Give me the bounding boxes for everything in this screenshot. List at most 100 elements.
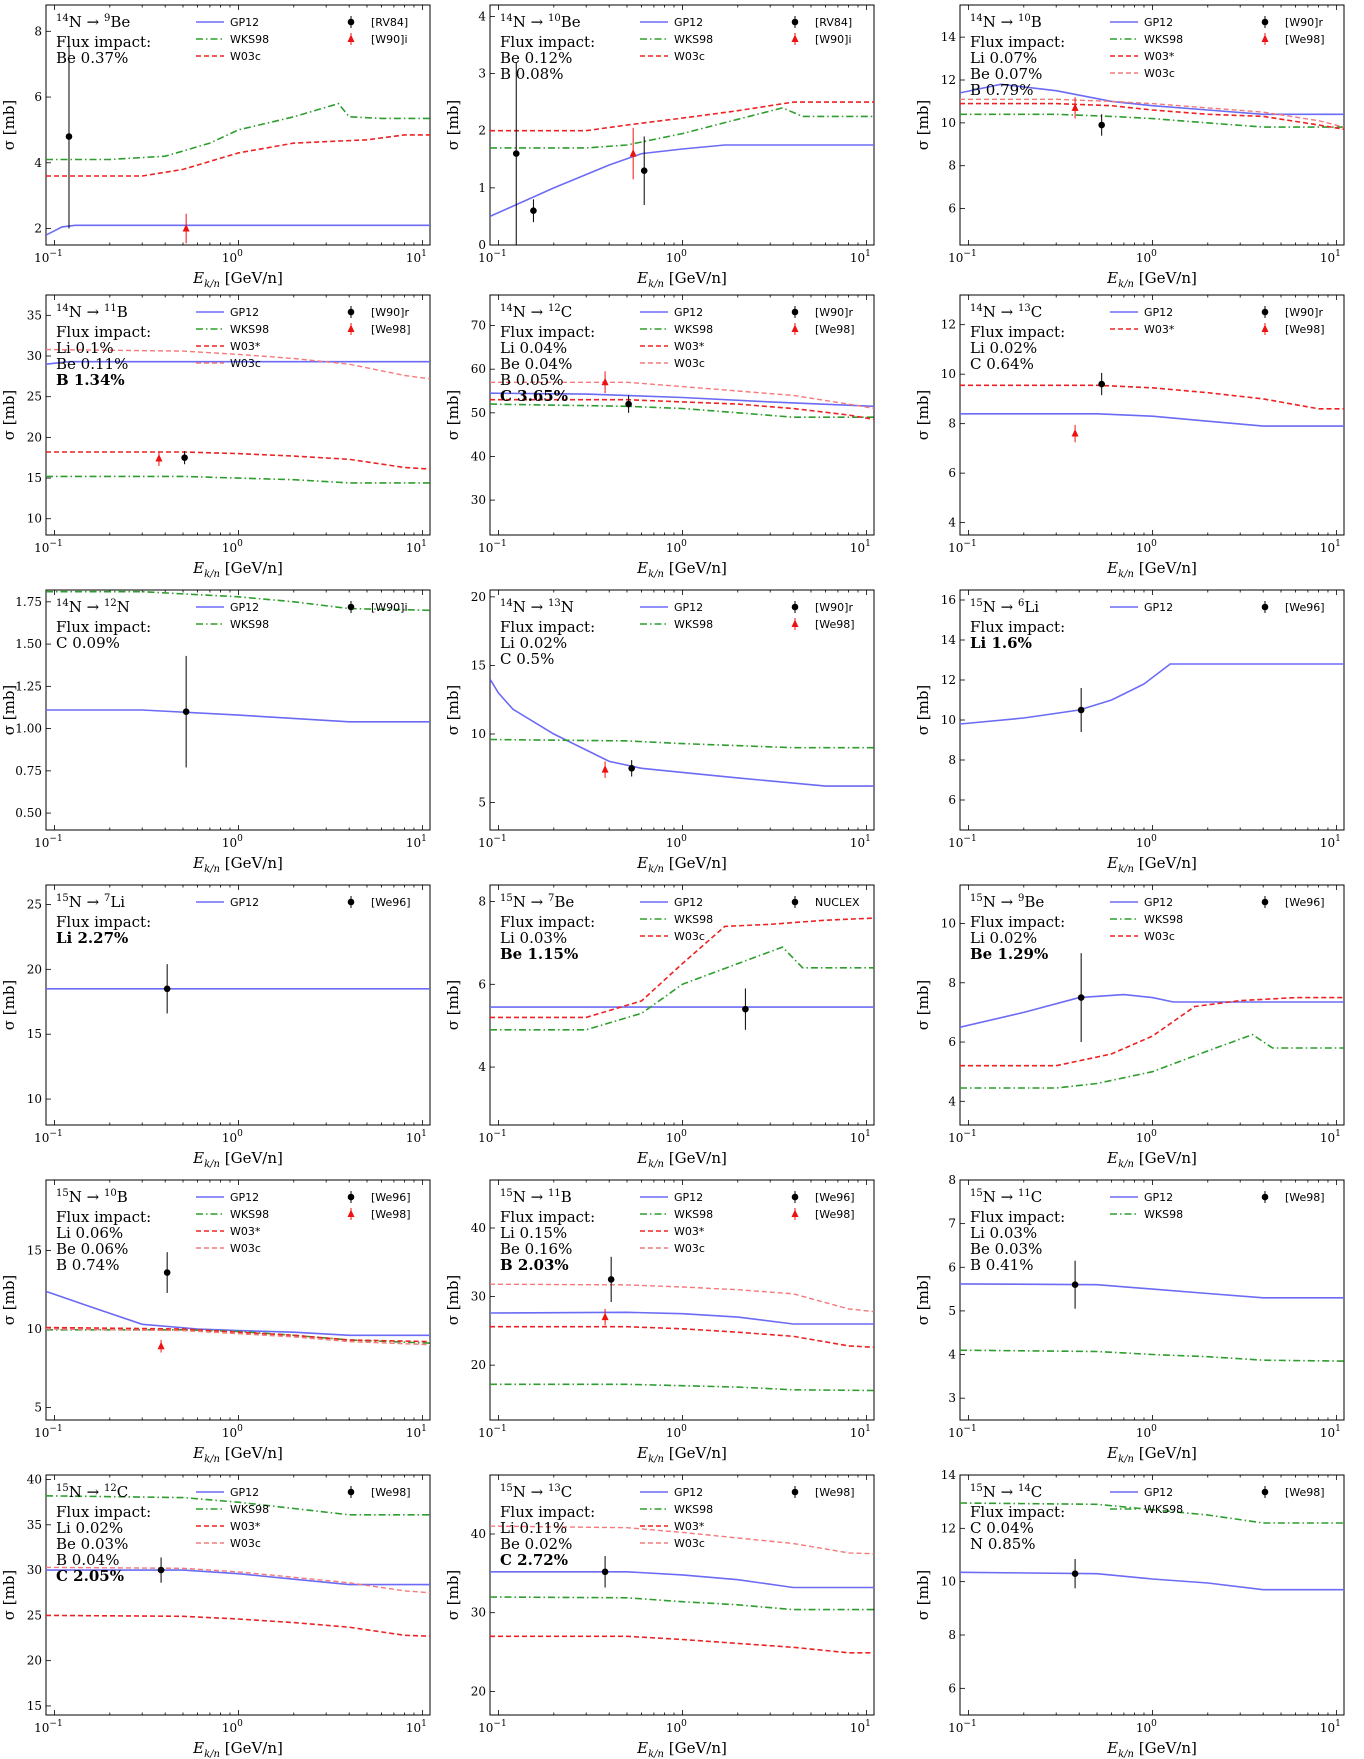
flux-impact-text: Li 0.07% (970, 49, 1037, 67)
legend-entry: W03* (674, 1520, 705, 1533)
x-tick-label: 101 (850, 249, 871, 265)
legend-entry: GP12 (674, 601, 703, 614)
legend-entry: [RV84] (371, 16, 408, 29)
x-tick-label: 10−1 (948, 834, 977, 850)
series-line-wks98 (490, 946, 874, 1031)
x-tick-label: 10−1 (34, 539, 63, 555)
y-tick-label: 8 (34, 24, 42, 38)
y-axis-label: σ [mb] (914, 980, 932, 1031)
y-tick-label: 6 (948, 466, 956, 480)
x-tick-label: 100 (1136, 1129, 1157, 1145)
legend-entry: GP12 (674, 1486, 703, 1499)
legend-entry: WKS98 (674, 1503, 713, 1516)
flux-impact-text: Li 0.02% (970, 929, 1037, 947)
y-tick-label: 6 (948, 1035, 956, 1049)
y-tick-label: 12 (941, 1521, 956, 1535)
x-tick-label: 101 (1320, 1719, 1341, 1735)
legend-marker (791, 1209, 799, 1217)
series-line-gp12 (490, 144, 874, 218)
series-line-gp12 (960, 663, 1344, 725)
plot-frame (489, 1474, 875, 1716)
data-point-circle (1071, 1281, 1079, 1289)
flux-impact-text: C 0.09% (56, 634, 120, 652)
x-tick-label: 101 (850, 1424, 871, 1440)
legend-marker (1261, 18, 1269, 26)
x-tick-label: 10−1 (34, 834, 63, 850)
x-axis-label: Ek/n [GeV/n] (192, 854, 283, 875)
data-point-circle (65, 133, 73, 140)
flux-impact-text: Li 0.04% (500, 339, 567, 357)
y-tick-label: 4 (948, 1348, 956, 1362)
y-tick-label: 15 (27, 1244, 42, 1258)
x-tick-label: 100 (666, 1129, 687, 1145)
flux-impact-text: C 0.5% (500, 650, 554, 668)
series-line-gp12 (490, 1311, 874, 1325)
flux-impact-text: Be 1.15% (500, 945, 578, 963)
flux-impact-text: Flux impact: (970, 323, 1065, 341)
y-tick-label: 1.50 (15, 637, 42, 651)
legend-entry: [W90]i (371, 33, 408, 46)
legend-entry: GP12 (230, 1191, 259, 1204)
legend-entry: [W90]r (815, 306, 853, 319)
legend-marker (1261, 324, 1269, 332)
series-line-wks98 (960, 1502, 1344, 1524)
flux-impact-text: Be 0.11% (56, 355, 128, 373)
y-axis-label: σ [mb] (0, 390, 18, 441)
flux-impact-text: Be 0.12% (500, 49, 572, 67)
x-tick-label: 10−1 (478, 249, 507, 265)
legend-entry: GP12 (1144, 601, 1173, 614)
flux-impact-text: Flux impact: (56, 323, 151, 341)
plot-frame (959, 884, 1345, 1126)
legend-entry: [W90]r (1285, 306, 1323, 319)
legend-entry: W03c (674, 930, 705, 943)
legend-marker (791, 308, 799, 316)
panel-title: 14N → 13N (500, 598, 574, 616)
x-tick-label: 10−1 (478, 539, 507, 555)
flux-impact-text: B 2.03% (500, 1256, 569, 1274)
panel-9: 10−1 100 101 6 8 10 12 14 16 Ek/n [GeV/n] σ [mb] 15… (914, 589, 1345, 875)
legend-marker (1261, 1488, 1269, 1496)
flux-impact-text: B 0.05% (500, 371, 563, 389)
flux-impact-text: B 0.79% (970, 81, 1033, 99)
data-point-circle (1077, 706, 1085, 714)
flux-impact-text: Flux impact: (56, 33, 151, 51)
legend-marker (347, 603, 355, 611)
flux-impact-text: Flux impact: (500, 1503, 595, 1521)
series-line-w03-star (490, 398, 874, 421)
y-tick-label: 10 (941, 367, 956, 381)
y-tick-label: 1.25 (15, 679, 42, 693)
panel-title: 15N → 6Li (970, 598, 1039, 616)
flux-impact-text: Li 0.02% (500, 634, 567, 652)
legend-entry: [W90]i (371, 601, 408, 614)
flux-impact-text: B 0.41% (970, 1256, 1033, 1274)
series-line-gp12 (960, 412, 1344, 427)
legend-entry: GP12 (674, 896, 703, 909)
series-line-wks98 (490, 107, 874, 149)
y-tick-label: 0.50 (15, 806, 42, 820)
legend-entry: W03c (1144, 930, 1175, 943)
series-line-gp12 (960, 993, 1344, 1028)
y-axis-label: σ [mb] (914, 1275, 932, 1326)
legend-marker (791, 34, 799, 42)
flux-impact-text: Li 1.6% (970, 634, 1032, 652)
x-tick-label: 10−1 (34, 1424, 63, 1440)
legend-entry: GP12 (230, 1486, 259, 1499)
y-tick-label: 6 (34, 90, 42, 104)
series-line-wks98 (960, 1349, 1344, 1362)
panel-title: 15N → 12C (56, 1483, 128, 1501)
flux-impact-text: B 0.08% (500, 65, 563, 83)
flux-impact-text: Flux impact: (500, 1208, 595, 1226)
panel-6: 10−1 100 101 4 6 8 10 12 Ek/n [GeV/n] σ [mb] 14N →… (914, 294, 1345, 580)
y-tick-label: 10 (941, 1575, 956, 1589)
series-line-wks98 (46, 590, 430, 612)
legend-entry: WKS98 (230, 33, 269, 46)
flux-impact-text: C 2.05% (56, 1567, 124, 1585)
panel-title: 14N → 13C (970, 303, 1042, 321)
legend-entry: [W90]i (815, 33, 852, 46)
legend-marker (347, 898, 355, 906)
y-tick-label: 8 (948, 753, 956, 767)
plot-frame (959, 294, 1345, 536)
x-tick-label: 101 (1320, 834, 1341, 850)
x-tick-label: 100 (1136, 1424, 1157, 1440)
